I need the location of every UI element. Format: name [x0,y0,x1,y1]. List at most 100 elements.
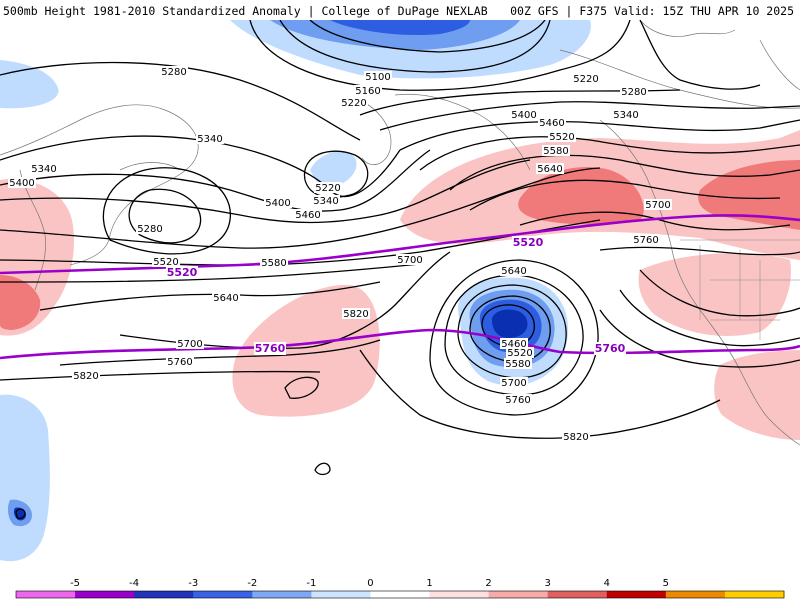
contour-label: 5340 [312,195,340,207]
legend-tick-label: -3 [188,578,198,589]
contour-label: 5640 [212,292,240,304]
contour-label: 5460 [500,338,528,350]
svg-text:5460: 5460 [295,210,320,221]
legend-swatch [665,591,726,598]
contour-label: 5820 [72,370,100,382]
svg-text:5340: 5340 [31,164,56,175]
svg-text:5460: 5460 [501,339,526,350]
legend-swatch [16,591,76,598]
svg-text:5580: 5580 [505,359,530,370]
legend-swatch [724,591,785,598]
svg-text:5700: 5700 [177,339,202,350]
anomaly-map: 5280 5340 5340 5400 5280 5520 5580 5640 … [0,20,800,576]
contour-label: 5220 [314,182,342,194]
svg-text:5520: 5520 [549,132,574,143]
legend-tick-label: 2 [485,578,491,589]
legend-tick-label: -4 [129,578,139,589]
svg-text:5340: 5340 [313,196,338,207]
legend-swatch [252,591,312,598]
svg-text:5820: 5820 [563,432,588,443]
svg-text:5760: 5760 [633,235,658,246]
legend-swatch [311,591,371,598]
legend-tick-label: -2 [247,578,257,589]
svg-text:5520: 5520 [513,236,544,249]
contour-label: 5460 [538,117,566,129]
contour-label: 5700 [176,338,204,350]
svg-text:5640: 5640 [501,266,526,277]
svg-text:5100: 5100 [365,72,390,83]
svg-text:5280: 5280 [161,67,186,78]
svg-text:5580: 5580 [261,258,286,269]
svg-text:5160: 5160 [355,86,380,97]
contour-label: 5640 [500,265,528,277]
legend-swatch [429,591,490,598]
svg-text:5640: 5640 [537,164,562,175]
svg-text:5220: 5220 [573,74,598,85]
contour-label: 5280 [620,86,648,98]
contour-label: 5760 [166,356,194,368]
contour-label: 5100 [364,71,392,83]
svg-text:5820: 5820 [73,371,98,382]
legend-tick-label: 1 [426,578,432,589]
contour-label: 5580 [504,358,532,370]
contour-label: 5820 [562,431,590,443]
contour-label: 5520 [506,347,534,359]
legend-tick-label: -5 [70,578,80,589]
contour-label: 5640 [536,163,564,175]
svg-text:5280: 5280 [621,87,646,98]
svg-text:5580: 5580 [543,146,568,157]
legend-outline [15,590,785,599]
legend-tick-labels: -5 -4 -3 -2 -1 0 1 2 3 4 5 [70,578,669,589]
contour-label: 5220 [340,97,368,109]
svg-text:5760: 5760 [255,342,286,355]
contour-label: 5580 [542,145,570,157]
run-info: 00Z GFS | F375 Valid: 15Z THU APR 10 202… [510,4,794,18]
climo-label: 5520 [166,266,198,279]
svg-text:5520: 5520 [507,348,532,359]
svg-text:5700: 5700 [397,255,422,266]
contour-label: 5160 [354,85,382,97]
contour-label: 5520 [548,131,576,143]
legend-swatch [75,591,135,598]
color-legend: -5 -4 -3 -2 -1 0 1 2 3 4 5 [15,578,785,599]
legend-tick-label: -1 [306,578,316,589]
svg-text:5760: 5760 [167,357,192,368]
contour-label: 5340 [196,133,224,145]
map-header: 500mb Height 1981-2010 Standardized Anom… [0,0,800,20]
contour-label: 5280 [136,223,164,235]
climo-label: 5760 [594,342,626,355]
svg-text:5700: 5700 [645,200,670,211]
climo-label: 5760 [254,342,286,355]
contour-label: 5280 [160,66,188,78]
svg-text:5400: 5400 [265,198,290,209]
contour-label: 5820 [342,308,370,320]
contour-label: 5340 [30,163,58,175]
svg-text:5220: 5220 [315,183,340,194]
contour-label: 5220 [572,73,600,85]
svg-text:5520: 5520 [153,257,178,268]
svg-text:5520: 5520 [167,266,198,279]
legend-tick-label: 3 [545,578,551,589]
contour-label: 5580 [260,257,288,269]
contour-label: 5400 [264,197,292,209]
svg-text:5820: 5820 [343,309,368,320]
contour-label: 5700 [644,199,672,211]
legend-swatch [370,591,431,598]
climo-label-group: 5520 5520 5760 5760 [166,236,626,355]
climo-label: 5520 [512,236,544,249]
svg-text:5760: 5760 [595,342,626,355]
legend-swatch [547,591,608,598]
svg-text:5460: 5460 [539,118,564,129]
contour-label: 5460 [294,209,322,221]
contour-label: 5400 [8,177,36,189]
svg-text:5400: 5400 [511,110,536,121]
contour-label: 5700 [396,254,424,266]
legend-color-bar [15,590,785,599]
climatology-lines [0,214,800,360]
svg-text:5700: 5700 [501,378,526,389]
svg-text:5640: 5640 [213,293,238,304]
svg-text:5400: 5400 [9,178,34,189]
contour-label: 5400 [510,109,538,121]
map-title: 500mb Height 1981-2010 Standardized Anom… [3,4,488,18]
state-borders [680,239,800,340]
